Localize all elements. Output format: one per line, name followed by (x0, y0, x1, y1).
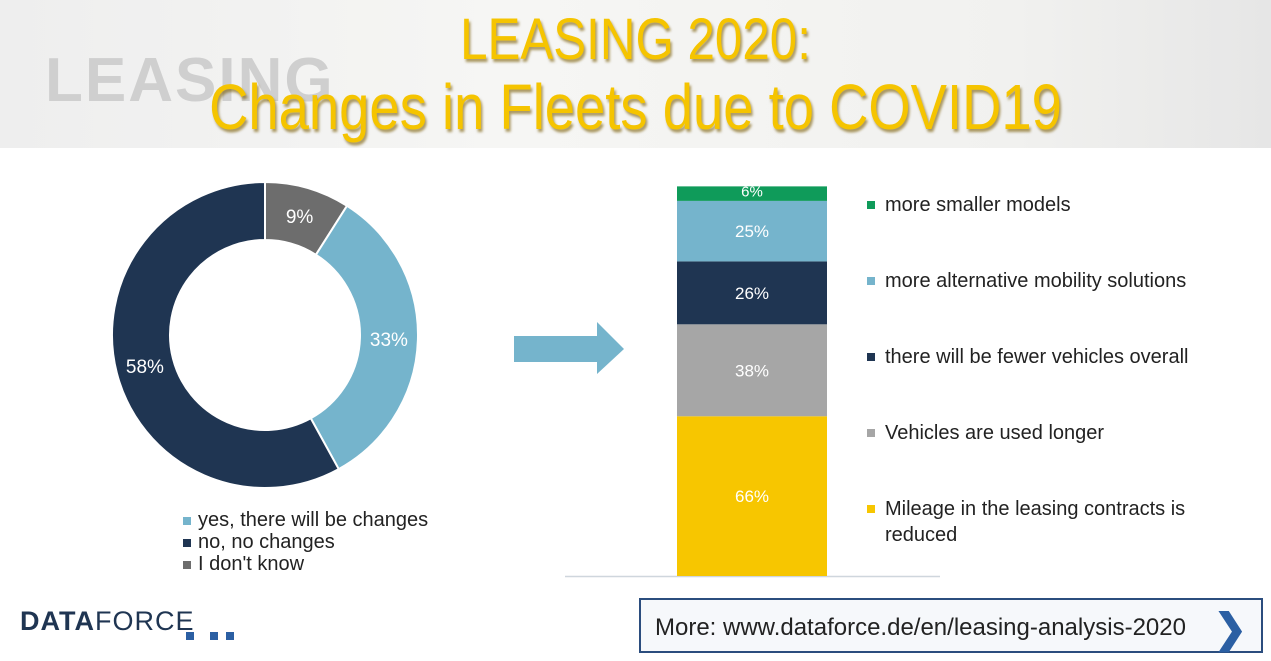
bar-label: 26% (735, 284, 769, 303)
title-line-2: Changes in Fleets due to COVID19 (209, 71, 1062, 143)
donut-slice (309, 204, 419, 471)
donut-slice (111, 180, 341, 489)
legend-item: I don't know (183, 553, 428, 575)
bar-segment (677, 186, 827, 201)
legend-item: yes, there will be changes (183, 509, 428, 531)
legend-item: Vehicles are used longer (867, 420, 1247, 446)
bar-segment (677, 261, 827, 325)
dataforce-logo: DATAFORCE (20, 606, 234, 640)
bar-label: 25% (735, 222, 769, 241)
donut-label: 58% (126, 357, 164, 378)
legend-item: there will be fewer vehicles overall (867, 344, 1247, 370)
chevron-right-icon: ❯ (1213, 607, 1247, 651)
more-link[interactable]: More: www.dataforce.de/en/leasing-analys… (639, 598, 1263, 653)
bar-label: 66% (735, 487, 769, 506)
arrow-icon (514, 322, 624, 374)
legend-item: more smaller models (867, 192, 1247, 218)
legend-item: Mileage in the leasing contracts is redu… (867, 496, 1247, 548)
bar-segment (677, 324, 827, 417)
title-line-1: LEASING 2020: (460, 7, 811, 72)
header-banner: LEASING (0, 0, 1271, 148)
legend-item: no, no changes (183, 531, 428, 553)
watermark-text: LEASING (45, 46, 335, 115)
bar-label: 6% (741, 184, 763, 201)
donut-label: 33% (370, 330, 408, 351)
donut-label: 9% (286, 207, 314, 228)
bar-segment (677, 416, 827, 576)
more-link-text: More: www.dataforce.de/en/leasing-analys… (655, 614, 1186, 641)
legend-item: more alternative mobility solutions (867, 268, 1247, 294)
donut-legend: yes, there will be changes no, no changes… (183, 509, 428, 575)
bar-label: 38% (735, 361, 769, 380)
bar-segment (677, 200, 827, 262)
